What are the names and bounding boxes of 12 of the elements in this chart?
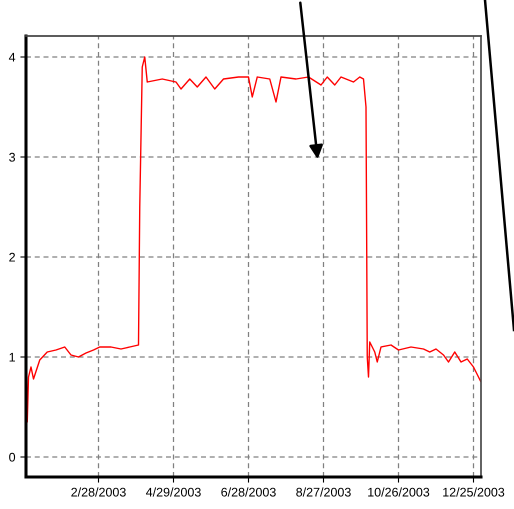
x-tick-label: 6/28/2003 — [221, 487, 276, 497]
y-tick-label: 3 — [9, 152, 16, 162]
x-tick-label: 12/25/2003 — [443, 487, 504, 497]
x-tick-label: 10/26/2003 — [368, 487, 430, 497]
x-tick-label: 8/27/2003 — [296, 487, 351, 497]
y-tick-label: 0 — [9, 452, 16, 462]
line-series — [26, 56, 481, 423]
y-tick-label: 1 — [10, 352, 15, 362]
x-tick-label: 4/29/2003 — [146, 487, 201, 497]
y-tick-label: 2 — [9, 252, 15, 262]
y-tick-label: 4 — [8, 52, 16, 62]
x-tick-label: 2/28/2003 — [71, 487, 126, 497]
